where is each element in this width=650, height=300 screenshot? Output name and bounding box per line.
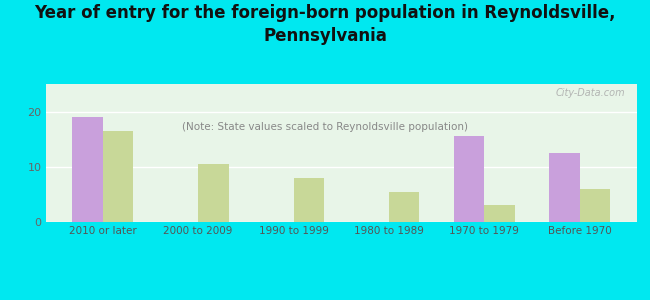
Bar	[454, 136, 484, 222]
Bar	[580, 189, 610, 222]
Bar	[103, 131, 133, 222]
Text: (Note: State values scaled to Reynoldsville population): (Note: State values scaled to Reynoldsvi…	[182, 122, 468, 131]
Bar	[294, 178, 324, 222]
Bar	[549, 153, 580, 222]
Bar	[389, 192, 419, 222]
Bar	[72, 117, 103, 222]
Bar	[198, 164, 229, 222]
Text: City-Data.com: City-Data.com	[556, 88, 625, 98]
Bar	[484, 206, 515, 222]
Text: Year of entry for the foreign-born population in Reynoldsville,
Pennsylvania: Year of entry for the foreign-born popul…	[34, 4, 616, 45]
